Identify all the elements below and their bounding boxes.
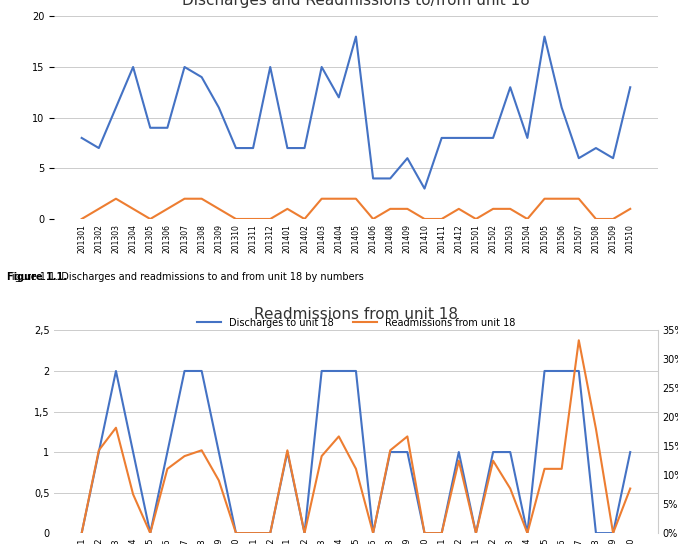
Title: Readmissions from unit 18: Readmissions from unit 18 bbox=[254, 307, 458, 323]
Discharges to unit 18 bbox=[266, 64, 275, 70]
Discharges to unit 18 bbox=[557, 104, 565, 111]
Title: Discharges and Readmissions to/from unit 18: Discharges and Readmissions to/from unit… bbox=[182, 0, 530, 8]
Readmissions from unit 18 bbox=[283, 206, 292, 212]
Discharges to unit 18 bbox=[592, 145, 600, 151]
Discharges to unit 18 bbox=[163, 125, 172, 131]
Discharges to unit 18 bbox=[369, 175, 377, 182]
Readmissions from unit 18 bbox=[249, 216, 257, 222]
Readmissions from unit 18 bbox=[266, 216, 275, 222]
Text: Figure 1.1. Discharges and readmissions to and from unit 18 by numbers: Figure 1.1. Discharges and readmissions … bbox=[7, 272, 363, 282]
Discharges to unit 18 bbox=[335, 94, 343, 101]
Text: Figure 1.1.: Figure 1.1. bbox=[7, 272, 66, 282]
Readmissions from unit 18 bbox=[575, 195, 583, 202]
Readmissions from unit 18 bbox=[232, 216, 240, 222]
Readmissions from unit 18 bbox=[540, 195, 549, 202]
Discharges to unit 18 bbox=[437, 135, 445, 141]
Discharges to unit 18 bbox=[386, 175, 395, 182]
Readmissions from unit 18 bbox=[369, 216, 377, 222]
Readmissions from unit 18 bbox=[77, 216, 85, 222]
Discharges to unit 18 bbox=[420, 186, 428, 192]
Readmissions from unit 18 bbox=[386, 206, 395, 212]
Readmissions from unit 18 bbox=[335, 195, 343, 202]
Readmissions from unit 18 bbox=[626, 206, 635, 212]
Discharges to unit 18 bbox=[283, 145, 292, 151]
Readmissions from unit 18 bbox=[317, 195, 325, 202]
Readmissions from unit 18 bbox=[112, 195, 120, 202]
Discharges to unit 18 bbox=[489, 135, 497, 141]
Readmissions from unit 18 bbox=[180, 195, 188, 202]
Discharges to unit 18 bbox=[180, 64, 188, 70]
Discharges to unit 18 bbox=[523, 135, 532, 141]
Readmissions from unit 18 bbox=[352, 195, 360, 202]
Readmissions from unit 18 bbox=[215, 206, 223, 212]
Discharges to unit 18 bbox=[540, 33, 549, 40]
Discharges to unit 18 bbox=[129, 64, 137, 70]
Readmissions from unit 18 bbox=[592, 216, 600, 222]
Readmissions from unit 18 bbox=[557, 195, 565, 202]
Discharges to unit 18 bbox=[575, 155, 583, 162]
Readmissions from unit 18 bbox=[455, 206, 463, 212]
Readmissions from unit 18 bbox=[609, 216, 617, 222]
Discharges to unit 18 bbox=[403, 155, 412, 162]
Readmissions from unit 18 bbox=[523, 216, 532, 222]
Readmissions from unit 18 bbox=[489, 206, 497, 212]
Discharges to unit 18 bbox=[95, 145, 103, 151]
Line: Readmissions from unit 18: Readmissions from unit 18 bbox=[81, 199, 631, 219]
Readmissions from unit 18 bbox=[437, 216, 445, 222]
Discharges to unit 18 bbox=[455, 135, 463, 141]
Discharges to unit 18 bbox=[77, 135, 85, 141]
Discharges to unit 18 bbox=[506, 84, 515, 90]
Discharges to unit 18 bbox=[317, 64, 325, 70]
Readmissions from unit 18 bbox=[403, 206, 412, 212]
Readmissions from unit 18 bbox=[146, 216, 155, 222]
Discharges to unit 18 bbox=[197, 74, 205, 81]
Readmissions from unit 18 bbox=[197, 195, 205, 202]
Readmissions from unit 18 bbox=[300, 216, 308, 222]
Discharges to unit 18 bbox=[609, 155, 617, 162]
Discharges to unit 18 bbox=[626, 84, 635, 90]
Discharges to unit 18 bbox=[215, 104, 223, 111]
Readmissions from unit 18 bbox=[163, 206, 172, 212]
Discharges to unit 18 bbox=[249, 145, 257, 151]
Line: Discharges to unit 18: Discharges to unit 18 bbox=[81, 36, 631, 189]
Discharges to unit 18 bbox=[472, 135, 480, 141]
Readmissions from unit 18 bbox=[95, 206, 103, 212]
Readmissions from unit 18 bbox=[129, 206, 137, 212]
Readmissions from unit 18 bbox=[506, 206, 515, 212]
Discharges to unit 18 bbox=[112, 104, 120, 111]
Readmissions from unit 18 bbox=[472, 216, 480, 222]
Discharges to unit 18 bbox=[300, 145, 308, 151]
Discharges to unit 18 bbox=[352, 33, 360, 40]
Readmissions from unit 18 bbox=[420, 216, 428, 222]
Discharges to unit 18 bbox=[232, 145, 240, 151]
Legend: Discharges to unit 18, Readmissions from unit 18: Discharges to unit 18, Readmissions from… bbox=[193, 314, 519, 332]
Discharges to unit 18 bbox=[146, 125, 155, 131]
